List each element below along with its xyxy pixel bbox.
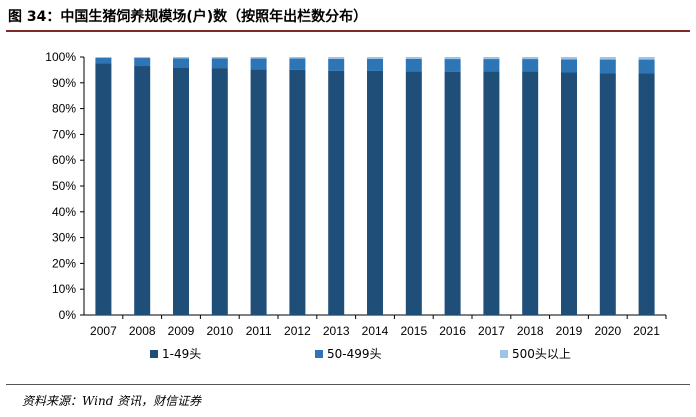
x-tick-label: 2020 <box>594 324 621 338</box>
y-tick-label: 10% <box>52 282 76 296</box>
bar-segment-2-2013 <box>328 58 345 71</box>
x-tick-label: 2017 <box>478 324 505 338</box>
legend-label-2: 50-499头 <box>327 347 382 361</box>
bar-segment-3-2018 <box>522 57 539 60</box>
bar-segment-3-2014 <box>367 57 383 59</box>
legend-swatch-1 <box>150 350 158 358</box>
bar-segment-2-2008 <box>134 58 151 67</box>
bar-segment-2-2009 <box>173 58 189 68</box>
plot-area: 0% 10% 20% 30% 40% 50% 60% 70% 80% 90% 100% 2007 200… <box>45 50 667 338</box>
bar-segment-1-2017 <box>483 71 500 315</box>
bar-segment-3-2013 <box>328 57 345 59</box>
x-tick-label: 2007 <box>90 324 117 338</box>
x-tick-label: 2009 <box>168 324 195 338</box>
bar-segment-1-2011 <box>250 69 267 315</box>
bar-segment-1-2007 <box>95 63 112 316</box>
bar-segment-2-2020 <box>599 59 616 74</box>
bar-segment-3-2007 <box>95 57 112 58</box>
x-tick-label: 2011 <box>246 324 272 338</box>
bar-segment-2-2011 <box>250 58 267 70</box>
bar-segment-2-2012 <box>289 58 306 70</box>
y-tick-label: 60% <box>52 153 76 167</box>
bar-segment-2-2021 <box>638 59 655 74</box>
bar-segment-3-2019 <box>561 57 577 60</box>
bar-segment-3-2011 <box>250 57 267 59</box>
y-tick-label: 40% <box>52 205 76 219</box>
bar-segment-1-2021 <box>638 73 655 316</box>
bar-segment-3-2015 <box>405 57 422 59</box>
bar-segment-1-2014 <box>367 70 383 315</box>
x-tick-label: 2018 <box>517 324 544 338</box>
x-tick-label: 2014 <box>362 324 389 338</box>
y-tick-label: 30% <box>52 231 76 245</box>
x-tick-label: 2019 <box>556 324 583 338</box>
bar-segment-1-2015 <box>405 71 422 315</box>
bar-segment-2-2018 <box>522 59 539 72</box>
bar-segment-2-2019 <box>561 59 577 73</box>
title-rule <box>6 30 690 32</box>
y-tick-label: 80% <box>52 102 76 116</box>
bar-segment-1-2013 <box>328 70 345 315</box>
x-tick-label: 2012 <box>284 324 311 338</box>
bar-segment-1-2012 <box>289 69 306 315</box>
bar-segment-3-2012 <box>289 57 306 59</box>
x-tick-label: 2015 <box>400 324 427 338</box>
y-tick-label: 0% <box>59 308 77 322</box>
bar-segment-1-2019 <box>561 72 577 315</box>
legend: 1-49头 50-499头 500头以上 <box>150 347 571 361</box>
bar-segment-2-2007 <box>95 57 112 64</box>
bar-segment-3-2010 <box>211 57 228 59</box>
bar-segment-2-2015 <box>405 58 422 72</box>
legend-swatch-3 <box>500 350 508 358</box>
bar-segment-3-2017 <box>483 57 500 60</box>
bar-segment-2-2016 <box>444 59 461 72</box>
x-tick-label: 2021 <box>633 324 660 338</box>
bar-segment-3-2009 <box>173 57 189 59</box>
bar-segment-2-2014 <box>367 58 383 71</box>
x-tick-label: 2010 <box>206 324 233 338</box>
x-tick-label: 2008 <box>129 324 156 338</box>
bar-segment-1-2018 <box>522 71 539 315</box>
legend-label-1: 1-49头 <box>162 347 201 361</box>
bar-segment-1-2010 <box>211 68 228 316</box>
bar-segment-1-2020 <box>599 73 616 316</box>
source-note: 资料来源：Wind 资讯，财信证券 <box>22 394 202 408</box>
x-tick-label: 2013 <box>323 324 350 338</box>
source-rule <box>6 384 690 385</box>
y-tick-label: 70% <box>52 127 76 141</box>
y-tick-label: 90% <box>52 76 76 90</box>
y-tick-label: 20% <box>52 256 76 270</box>
bar-segment-2-2017 <box>483 59 500 72</box>
legend-label-3: 500头以上 <box>512 347 571 361</box>
bar-segment-3-2021 <box>638 57 655 60</box>
bar-segment-1-2009 <box>173 67 189 315</box>
bar-segment-1-2008 <box>134 66 151 315</box>
bar-segment-1-2016 <box>444 71 461 316</box>
y-tick-label: 100% <box>45 50 76 64</box>
legend-swatch-2 <box>315 350 323 358</box>
chart-title: 图 34：中国生猪饲养规模场(户)数（按照年出栏数分布） <box>8 9 368 25</box>
bar-segment-3-2020 <box>599 57 616 60</box>
bar-segment-3-2008 <box>134 57 151 59</box>
bar-segment-3-2016 <box>444 57 461 60</box>
x-tick-label: 2016 <box>439 324 466 338</box>
y-tick-label: 50% <box>52 179 76 193</box>
bar-segment-2-2010 <box>211 58 228 69</box>
